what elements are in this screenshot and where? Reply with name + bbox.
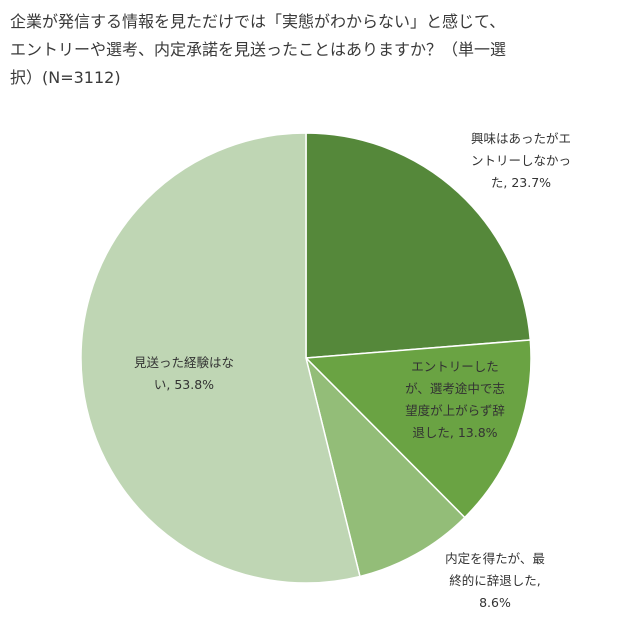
slice-declined-offer: [304, 355, 466, 578]
chart-title: 企業が発信する情報を見ただけでは「実態がわからない」と感じて、 エントリーや選考…: [10, 8, 605, 92]
slice-never-passed: [80, 132, 361, 584]
chart-title-line-1: 企業が発信する情報を見ただけでは「実態がわからない」と感じて、: [10, 12, 506, 31]
slice-interested-no-entry: [305, 132, 532, 359]
slice-label-declined-offer: 内定を得たが、最 終的に辞退した, 8.6%: [445, 551, 545, 610]
slice-label-declined-during-selection: エントリーした が、選考途中で志 望度が上がらず辞 退した, 13.8%: [405, 359, 505, 440]
slice-label-interested-no-entry: 興味はあったがエ ントリーしなかっ た, 23.7%: [470, 131, 571, 190]
slice-label-never-passed: 見送った経験はな い, 53.8%: [133, 355, 234, 392]
chart-title-line-3: 択）(N=3112): [10, 68, 121, 87]
slice-declined-during-selection: [304, 339, 532, 519]
chart-title-line-2: エントリーや選考、内定承諾を見送ったことはありますか？（単一選: [10, 40, 507, 59]
